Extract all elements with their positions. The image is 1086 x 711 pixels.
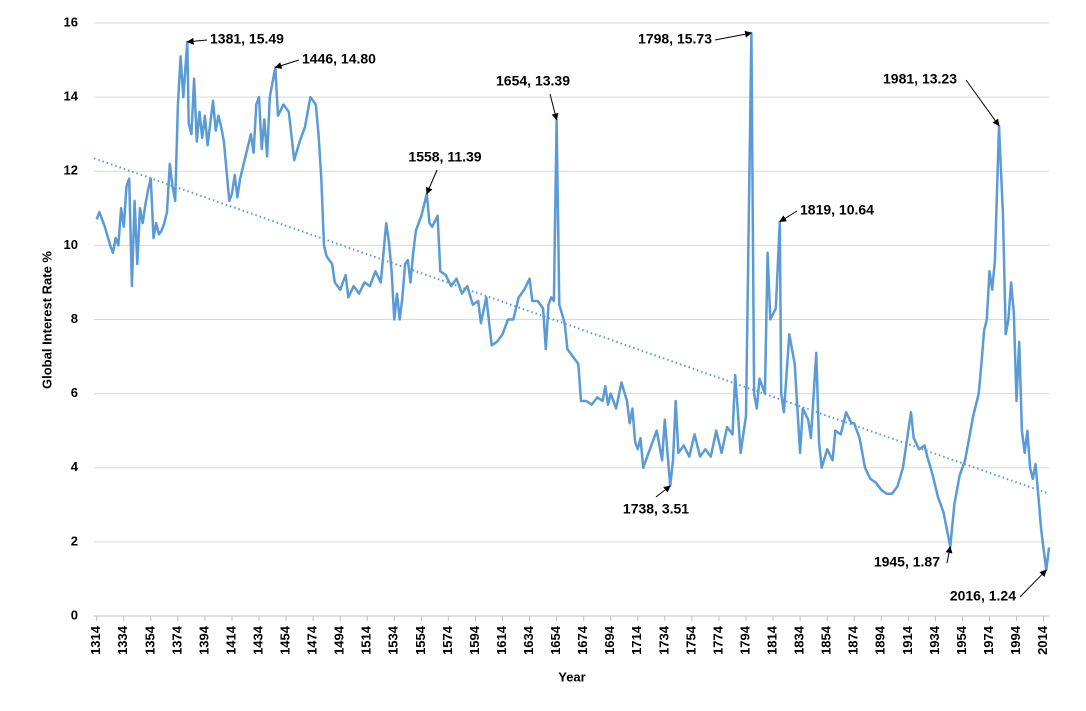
annotation-arrow: [549, 93, 559, 121]
annotation-arrow: [426, 169, 438, 195]
x-tick-label: 1854: [819, 625, 834, 655]
data-line: [95, 31, 1051, 572]
annotation-arrow: [274, 59, 300, 69]
x-tick-label: 1574: [440, 625, 455, 655]
x-tick-label: 1334: [115, 625, 130, 655]
annotation-label: 1381, 15.49: [210, 31, 284, 47]
x-tick-label: 1534: [386, 625, 401, 655]
x-tick-label: 1414: [223, 625, 238, 655]
x-tick-label: 1434: [250, 625, 265, 655]
annotation-label: 1981, 13.23: [883, 71, 957, 87]
x-tick-label: 1914: [900, 625, 915, 655]
x-tick-label: 1314: [88, 625, 103, 655]
annotation-arrow: [714, 30, 753, 41]
x-tick-label: 1954: [954, 625, 969, 655]
annotation-label: 1798, 15.73: [638, 31, 712, 47]
annotation-label: 1738, 3.51: [623, 501, 689, 517]
y-tick-label: 16: [64, 14, 78, 29]
x-tick-label: 1834: [792, 625, 807, 655]
annotation-arrow: [779, 210, 798, 223]
y-tick-label: 10: [64, 237, 78, 252]
x-tick-label: 2014: [1035, 625, 1050, 655]
x-tick-label: 1614: [494, 625, 509, 655]
annotation-label: 1819, 10.64: [800, 202, 874, 218]
x-tick-label: 1514: [359, 625, 374, 655]
x-tick-label: 1374: [169, 625, 184, 655]
x-axis-title: Year: [558, 669, 585, 684]
x-tick-label: 1754: [683, 625, 698, 655]
y-tick-label: 14: [64, 89, 79, 104]
y-tick-label: 2: [71, 533, 78, 548]
x-tick-label: 1974: [981, 625, 996, 655]
x-tick-label: 1714: [629, 625, 644, 655]
x-tick-label: 1674: [575, 625, 590, 655]
x-tick-label: 1654: [548, 625, 563, 655]
x-tick-label: 1794: [737, 625, 752, 655]
x-tick-label: 1874: [846, 625, 861, 655]
annotation-arrow: [186, 37, 208, 45]
annotation-label: 1654, 13.39: [496, 73, 570, 89]
x-tick-label: 1494: [332, 625, 347, 655]
y-tick-label: 8: [71, 311, 78, 326]
annotation-arrow: [1019, 569, 1047, 598]
y-tick-label: 6: [71, 385, 78, 400]
y-tick-label: 4: [71, 459, 79, 474]
x-tick-label: 1454: [278, 625, 293, 655]
x-tick-label: 1774: [710, 625, 725, 655]
x-tick-label: 1734: [656, 625, 671, 655]
annotation-label: 2016, 1.24: [950, 588, 1016, 604]
x-tick-label: 1994: [1008, 625, 1023, 655]
annotation-label: 1945, 1.87: [874, 554, 940, 570]
x-tick-label: 1594: [467, 625, 482, 655]
x-tick-label: 1354: [142, 625, 157, 655]
x-tick-label: 1394: [196, 625, 211, 655]
x-tick-label: 1694: [602, 625, 617, 655]
y-tick-label: 0: [71, 607, 78, 622]
y-axis-title: Global Interest Rate %: [39, 251, 54, 389]
x-tick-label: 1554: [413, 625, 428, 655]
x-tick-label: 1474: [305, 625, 320, 655]
x-tick-label: 1934: [927, 625, 942, 655]
annotation-arrow: [945, 546, 953, 564]
x-tick-label: 1814: [764, 625, 779, 655]
annotation-label: 1558, 11.39: [408, 149, 481, 165]
annotation-arrow: [965, 79, 1000, 127]
annotation-label: 1446, 14.80: [302, 51, 376, 67]
x-tick-label: 1894: [873, 625, 888, 655]
x-tick-label: 1634: [521, 625, 536, 655]
y-tick-label: 12: [64, 163, 78, 178]
annotation-arrow: [655, 485, 671, 498]
